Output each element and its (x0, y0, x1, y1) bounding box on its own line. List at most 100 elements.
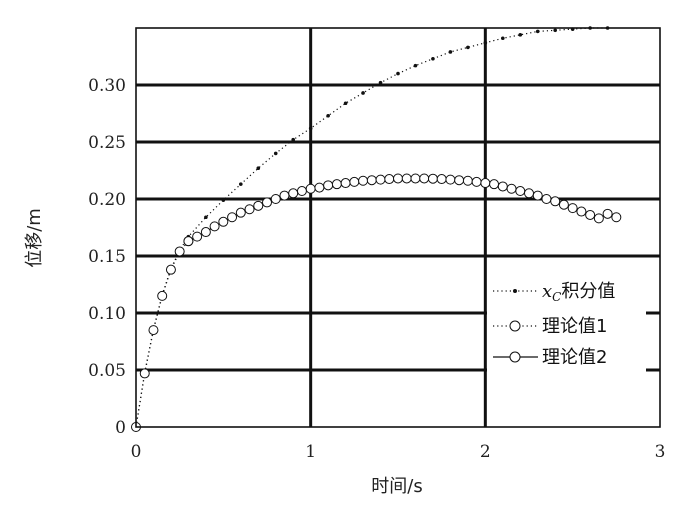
data-point (326, 113, 330, 118)
data-point (393, 173, 403, 184)
series-layer (131, 26, 622, 432)
data-point (323, 180, 334, 191)
data-point (296, 186, 307, 197)
data-point (401, 173, 412, 184)
legend-entry-theory2: 理论值2 (493, 347, 607, 368)
legend-text-integral: 积分值 (561, 281, 615, 302)
legend-marker-theory1 (509, 320, 521, 332)
data-point (611, 212, 622, 223)
y-tick-label: 0.20 (88, 190, 126, 210)
data-point (270, 194, 281, 204)
data-point (427, 173, 438, 184)
data-point (471, 176, 482, 187)
x-tick-label: 2 (480, 442, 491, 462)
data-point (200, 227, 211, 238)
data-point (256, 166, 261, 171)
data-point (413, 63, 418, 68)
legend-marker-theory2 (509, 351, 521, 363)
data-point (558, 199, 569, 210)
data-point (532, 190, 543, 201)
data-point (462, 175, 473, 186)
data-point (183, 236, 194, 247)
data-point (358, 175, 369, 186)
legend-math-x: x (542, 281, 552, 302)
data-point (506, 183, 517, 194)
legend-entry-theory1: 理论值1 (493, 316, 607, 337)
data-point (209, 221, 220, 232)
data-point (480, 178, 491, 189)
data-point (221, 198, 226, 202)
y-axis-label: 位移/m (24, 208, 45, 268)
data-point (602, 208, 613, 219)
data-point (366, 175, 377, 186)
series-line (135, 240, 189, 428)
data-point (576, 206, 587, 217)
series-2 (131, 236, 194, 432)
data-point (314, 182, 325, 193)
data-point (165, 264, 176, 275)
legend-math-sub: C (552, 290, 561, 304)
data-point (384, 174, 395, 185)
data-point (375, 174, 386, 185)
legend-entry-integral: xC积分值 (493, 281, 615, 304)
legend-label-theory1: 理论值1 (542, 316, 607, 337)
x-tick-label: 3 (655, 442, 666, 462)
data-point (448, 50, 453, 54)
data-point (273, 151, 278, 156)
data-point (235, 207, 246, 218)
data-point (454, 175, 465, 186)
data-point (139, 368, 150, 379)
data-point (431, 56, 435, 61)
data-point (253, 200, 264, 211)
data-point (497, 181, 508, 192)
data-point (174, 246, 185, 257)
x-tick-label: 1 (305, 442, 316, 462)
data-point (349, 176, 360, 187)
data-point (227, 212, 238, 223)
legend-label-integral: xC积分值 (542, 281, 615, 304)
data-point (378, 80, 383, 85)
series-3 (183, 173, 622, 247)
data-point (466, 45, 470, 50)
data-point (518, 33, 523, 37)
data-point (483, 41, 488, 45)
data-point (445, 174, 456, 185)
data-point (524, 188, 534, 199)
data-point (239, 182, 243, 186)
legend-label-theory2: 理论值2 (542, 347, 607, 368)
data-point (489, 179, 500, 190)
data-point (157, 290, 168, 301)
data-point (501, 36, 505, 41)
y-tick-label: 0 (115, 418, 126, 438)
data-point (535, 29, 540, 34)
legend-marker-integral (513, 289, 517, 293)
data-point (305, 183, 316, 194)
y-tick-label: 0.10 (88, 304, 126, 324)
data-point (262, 197, 272, 208)
data-point (192, 231, 203, 242)
data-point (218, 216, 229, 227)
data-point (291, 137, 296, 142)
x-axis-label: 时间/s (371, 476, 422, 497)
data-point (288, 188, 299, 199)
tick-labels: 0 1 2 3 0 0.05 0.10 0.15 0.20 0.25 0.30 (88, 76, 665, 462)
data-point (593, 213, 604, 224)
data-point (515, 186, 526, 197)
data-point (436, 174, 447, 185)
data-point (148, 325, 159, 336)
data-point (308, 126, 313, 131)
data-point (340, 178, 351, 189)
data-point (585, 209, 596, 220)
data-point (331, 179, 342, 190)
data-point (279, 190, 290, 201)
data-point (550, 196, 561, 207)
y-tick-label: 0.30 (88, 76, 126, 96)
data-point (541, 194, 552, 204)
legend: xC积分值 理论值1 理论值2 (487, 269, 646, 375)
data-point (567, 203, 578, 214)
data-point (553, 28, 557, 33)
data-point (204, 215, 208, 220)
data-point (343, 101, 348, 106)
data-point (396, 71, 400, 76)
